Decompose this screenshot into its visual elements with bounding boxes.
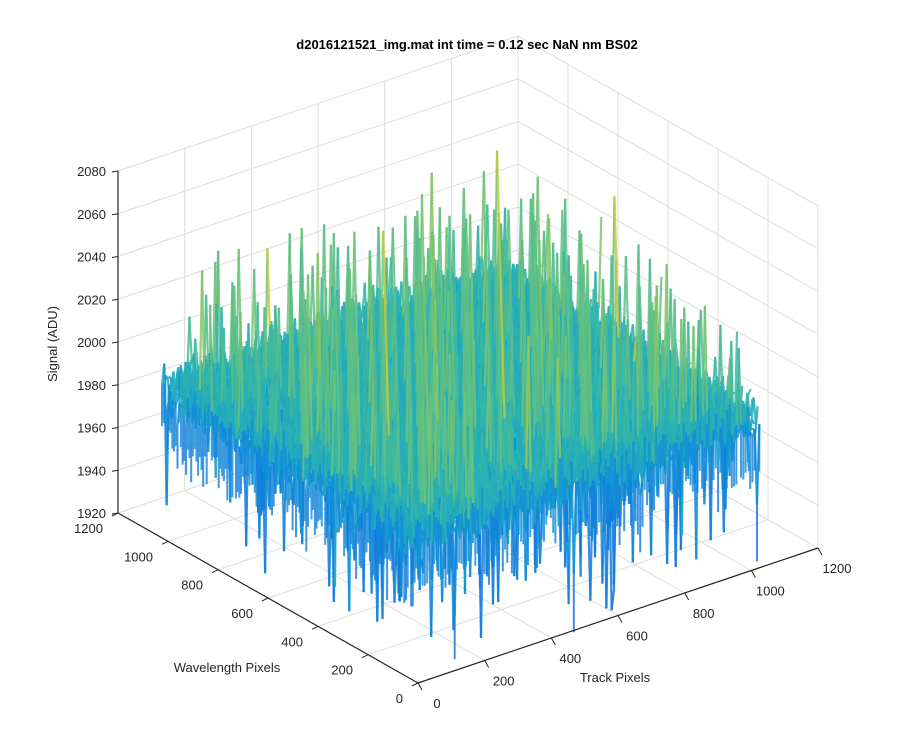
grid-line-back-z <box>117 163 519 300</box>
grid-line-side-z <box>517 78 819 250</box>
grid-line-side-z <box>517 35 819 207</box>
surface-segment <box>190 359 195 367</box>
grid-line-back-z <box>117 35 519 172</box>
surface-segment <box>359 316 363 320</box>
grid-line-side-z <box>517 163 819 335</box>
surface-segment <box>188 316 193 363</box>
surface-segment <box>180 402 184 407</box>
surface-segment <box>245 396 250 401</box>
grid-line-side-z <box>517 121 819 292</box>
surface-segment <box>205 294 210 376</box>
surface-segment <box>185 384 189 388</box>
grid-line-back-z <box>117 121 519 257</box>
surface-segment <box>194 338 199 365</box>
signal-surface <box>160 150 761 660</box>
grid-line-back-z <box>117 78 519 215</box>
surface-segment <box>475 299 479 303</box>
surface-segment <box>187 385 191 390</box>
